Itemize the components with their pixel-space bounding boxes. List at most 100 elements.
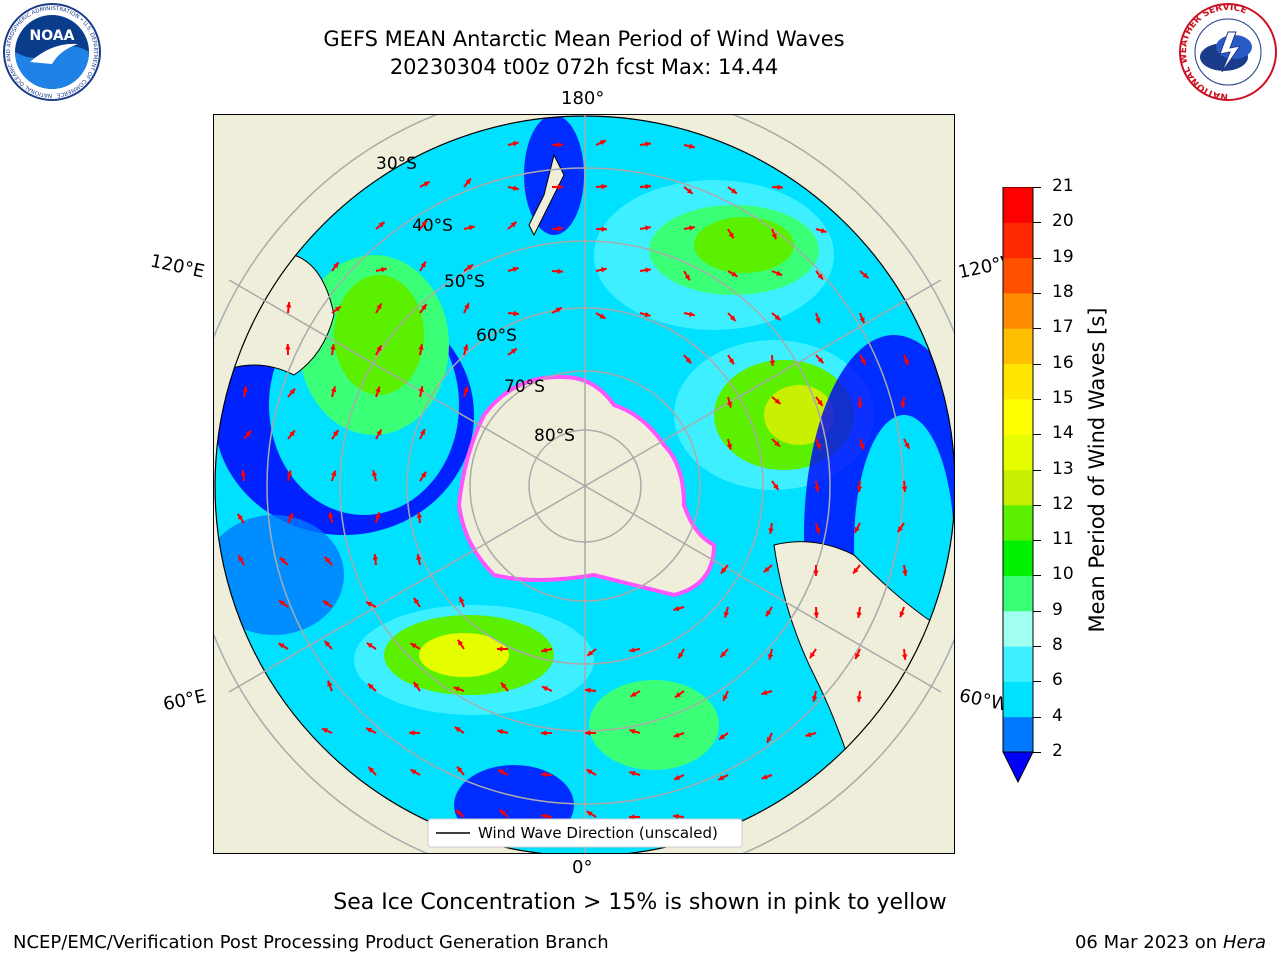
wave-direction-arrowhead <box>279 557 286 564</box>
colorbar-tick-label: 4 <box>1052 705 1063 726</box>
colorbar-tick <box>1033 610 1041 612</box>
colorbar-tick <box>1033 716 1041 718</box>
wave-direction-arrowhead <box>777 184 783 191</box>
new-zealand <box>528 153 565 237</box>
wave-direction-arrowhead <box>413 681 420 688</box>
wave-direction-arrowhead <box>238 555 244 562</box>
graticule <box>214 115 954 853</box>
wave-direction-arrowhead <box>416 554 422 561</box>
wave-direction-arrowhead <box>557 225 563 232</box>
wave-direction-arrowhead <box>856 696 863 702</box>
wave-direction-arrowhead <box>726 443 733 450</box>
wave-direction-arrowhead <box>286 470 292 477</box>
wave-direction-arrowhead <box>289 430 295 437</box>
wave-direction-arrowhead <box>817 399 823 406</box>
wave-direction-arrowhead <box>541 771 547 778</box>
wave-direction-arrowhead <box>541 730 547 736</box>
colorbar-band <box>1003 716 1033 753</box>
colorbar-svg <box>1002 186 1034 784</box>
wave-direction-arrowhead <box>380 267 387 273</box>
wave-direction-arrowhead <box>629 647 635 653</box>
lat-label-70: 70°S <box>504 377 545 397</box>
wave-direction-arrowhead <box>645 267 651 273</box>
wave-direction-arrowhead <box>899 611 905 618</box>
wave-direction-arrowhead <box>675 692 681 698</box>
noaa-logo: NOAA NATIONAL OCEANIC AND ATMOSPHERIC AD… <box>0 2 105 102</box>
wave-direction-arrowhead <box>815 317 821 324</box>
wave-direction-arrowhead <box>767 653 774 660</box>
wave-direction-arrowhead <box>459 596 465 603</box>
wave-direction-arrowhead <box>718 775 725 780</box>
wave-direction-arrowhead <box>324 640 331 647</box>
lon-label-top: 180° <box>561 88 605 109</box>
wave-direction-arrowhead <box>729 315 736 321</box>
wave-direction-arrowhead <box>859 317 865 324</box>
wave-direction-arrowhead <box>500 682 507 689</box>
wave-direction-arrowhead <box>420 471 427 478</box>
wave-direction-arrowhead <box>454 727 461 733</box>
wave-direction-arrowhead <box>730 188 737 194</box>
wave-direction-arrowhead <box>820 227 827 234</box>
wave-direction-arrowhead <box>673 605 680 612</box>
wave-direction-arrowhead <box>366 642 373 649</box>
wave-direction-arrowhead <box>278 643 285 649</box>
wave-direction-arrowhead <box>761 774 768 780</box>
map-subtitle: 20230304 t00z 072h fcst Max: 14.44 <box>389 55 779 79</box>
wave-direction-arrowhead <box>812 695 818 702</box>
colorbar-tick <box>1033 504 1041 506</box>
wave-direction-arrowhead <box>813 570 819 576</box>
wave-direction-arrowhead <box>817 273 824 280</box>
wave-direction-arrowhead <box>378 222 385 228</box>
colorbar-band <box>1003 292 1033 329</box>
colorbar-tick <box>1033 328 1041 330</box>
wave-direction-arrowhead <box>240 470 247 476</box>
wave-direction-arrowhead <box>323 600 329 606</box>
wave-direction-arrowhead <box>900 402 906 408</box>
wave-direction-arrowhead <box>510 221 517 228</box>
colorbar-band <box>1003 398 1033 435</box>
wave-direction-arrowhead <box>897 526 904 533</box>
colorbar-tick-label: 16 <box>1052 352 1074 373</box>
colorbar-tick <box>1033 363 1041 365</box>
wave-direction-arrowhead <box>688 143 695 149</box>
wave-direction-arrowhead <box>557 142 563 148</box>
wave-direction-arrowhead <box>327 680 333 687</box>
wave-direction-arrowhead <box>463 386 469 393</box>
colorbar-band <box>1003 540 1033 576</box>
colorbar-tick <box>1033 257 1041 259</box>
colorbar-tick-label: 17 <box>1052 317 1074 338</box>
wave-direction-arrowhead <box>497 729 504 735</box>
wave-direction-arrowhead <box>371 470 378 477</box>
colorbar-tick-label: 21 <box>1052 176 1074 196</box>
wave-direction-arrowhead <box>418 344 424 350</box>
lon-label-lower-left: 60°E <box>161 685 208 716</box>
wave-direction-arrowhead <box>859 443 865 450</box>
wave-direction-arrowhead <box>901 486 908 492</box>
lat-label-40: 40°S <box>412 216 453 236</box>
wave-direction-arrowhead <box>761 689 768 696</box>
colorbar-tick-label: 6 <box>1052 670 1063 691</box>
colorbar-tick <box>1033 434 1041 436</box>
wave-direction-arrowhead <box>586 811 593 817</box>
wave-direction-arrowhead <box>513 310 519 317</box>
wave-direction-arrowhead <box>499 809 506 816</box>
colorbar-tick <box>1033 469 1041 471</box>
wave-direction-arrowhead <box>237 513 244 520</box>
wave-direction-arrowhead <box>334 306 341 312</box>
wave-direction-arrowhead <box>457 766 463 773</box>
wave-direction-arrowhead <box>468 225 475 231</box>
wave-direction-arrowhead <box>541 647 548 653</box>
wave-direction-arrowhead <box>857 402 863 408</box>
colorbar-tick-label: 12 <box>1052 493 1074 514</box>
wave-direction-arrowhead <box>541 686 548 692</box>
wave-direction-arrowhead <box>763 566 770 573</box>
wave-direction-arrowhead <box>856 486 863 492</box>
wave-direction-arrowhead <box>856 612 862 618</box>
colorbar-tick <box>1033 575 1041 577</box>
wave-direction-arrowhead <box>455 809 462 816</box>
wave-direction-arrowhead <box>421 220 427 227</box>
wave-direction-arrowhead <box>684 274 690 281</box>
wave-direction-arrowhead <box>368 766 375 773</box>
wave-direction-arrowhead <box>512 141 519 147</box>
wave-direction-arrowhead <box>723 611 730 618</box>
